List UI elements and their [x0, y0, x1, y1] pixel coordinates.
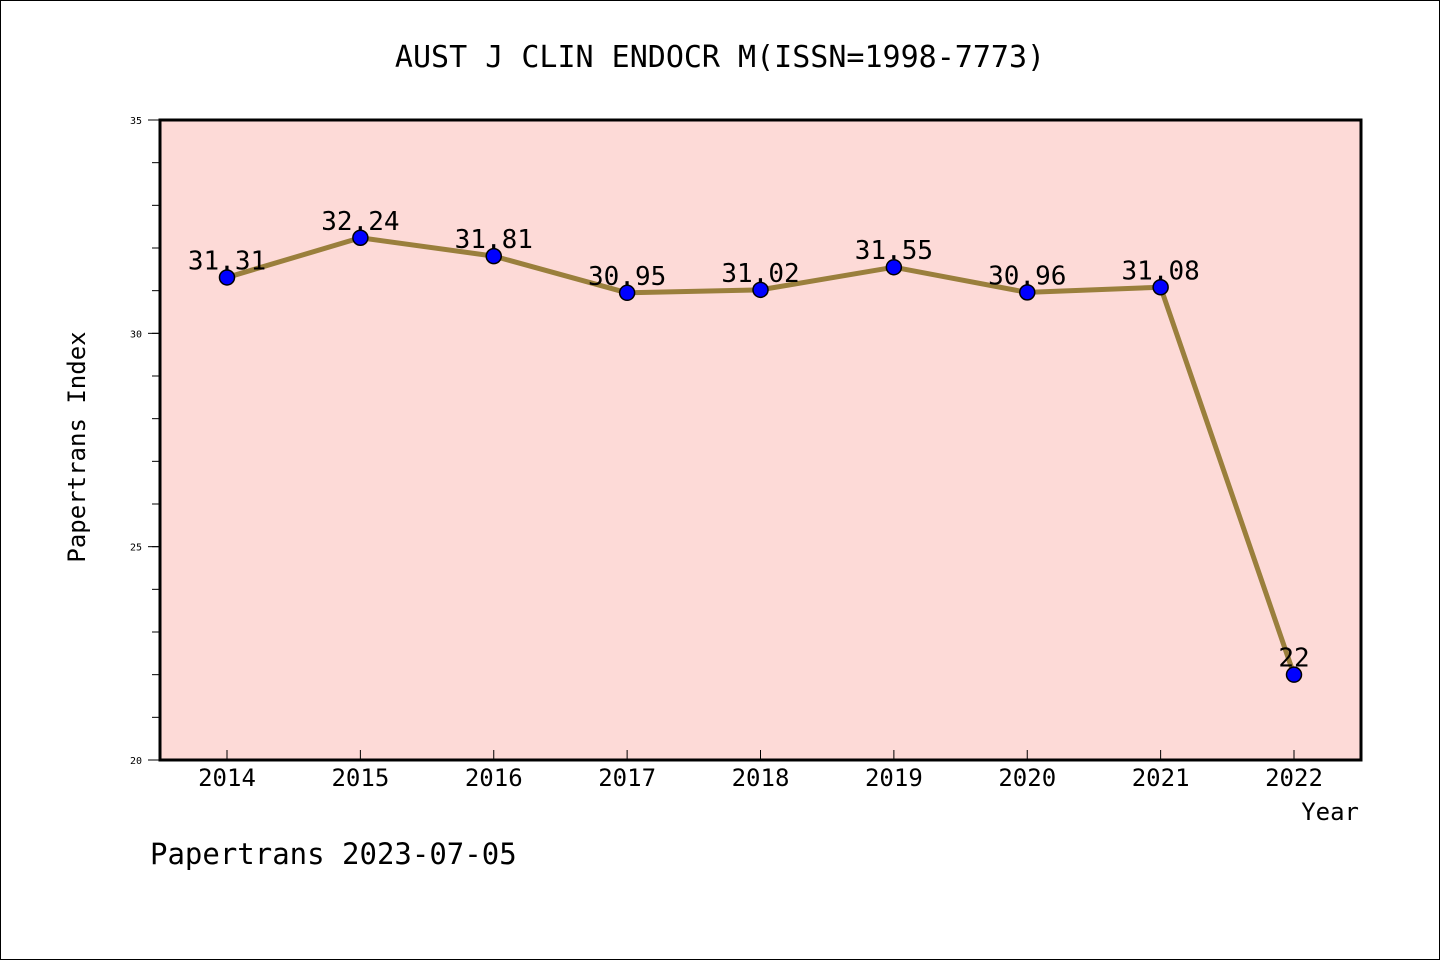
x-tick-label: 2015 [331, 764, 389, 792]
plot-border [158, 118, 1363, 762]
data-label: 32.24 [321, 207, 399, 237]
x-axis-label: Year [1301, 798, 1359, 826]
data-point [218, 269, 236, 286]
series-markers [218, 229, 1303, 683]
data-label: 30.96 [988, 261, 1066, 291]
data-point [485, 247, 502, 265]
data-label: 31.31 [188, 246, 266, 276]
data-point [885, 258, 903, 276]
data-label: 31.55 [855, 236, 933, 266]
data-point [1285, 666, 1303, 683]
y-tick-label: 30 [130, 329, 142, 340]
x-tick-label: 2022 [1265, 764, 1323, 792]
footer-text: Papertrans 2023-07-05 [150, 837, 517, 871]
data-point [352, 229, 369, 247]
data-point [618, 284, 636, 302]
data-label: 30.95 [588, 262, 666, 292]
y-tick-label: 25 [130, 543, 142, 554]
x-tick-label: 2021 [1132, 764, 1190, 792]
x-tick-label: 2018 [732, 764, 790, 792]
data-point [1019, 284, 1036, 301]
y-axis-label: Papertrans Index [63, 331, 91, 562]
x-axis-ticks: 2014 2015 2016 2017 2018 2019 2020 2021 2022 [198, 750, 1323, 792]
x-tick-label: 2019 [865, 764, 923, 792]
x-tick-label: 2016 [465, 764, 523, 792]
y-tick-label: 20 [130, 756, 142, 767]
data-label: 31.02 [721, 259, 799, 289]
x-tick-label: 2017 [598, 764, 656, 792]
plot-area [160, 120, 1361, 760]
data-point [752, 281, 769, 299]
data-label: 22 [1278, 644, 1309, 674]
y-axis-ticks: 20 25 30 35 [130, 116, 160, 767]
data-label: 31.81 [455, 225, 533, 255]
x-tick-label: 2020 [998, 764, 1056, 792]
data-point [1152, 279, 1169, 296]
data-labels: 31.31 32.24 31.81 30.95 31.02 31.55 30.96 31.08… [188, 207, 1310, 674]
data-label: 31.08 [1121, 256, 1199, 286]
chart-title: AUST J CLIN ENDOCR M(ISSN=1998-7773) [395, 40, 1045, 75]
x-tick-label: 2014 [198, 764, 256, 792]
y-tick-label: 35 [130, 116, 142, 127]
